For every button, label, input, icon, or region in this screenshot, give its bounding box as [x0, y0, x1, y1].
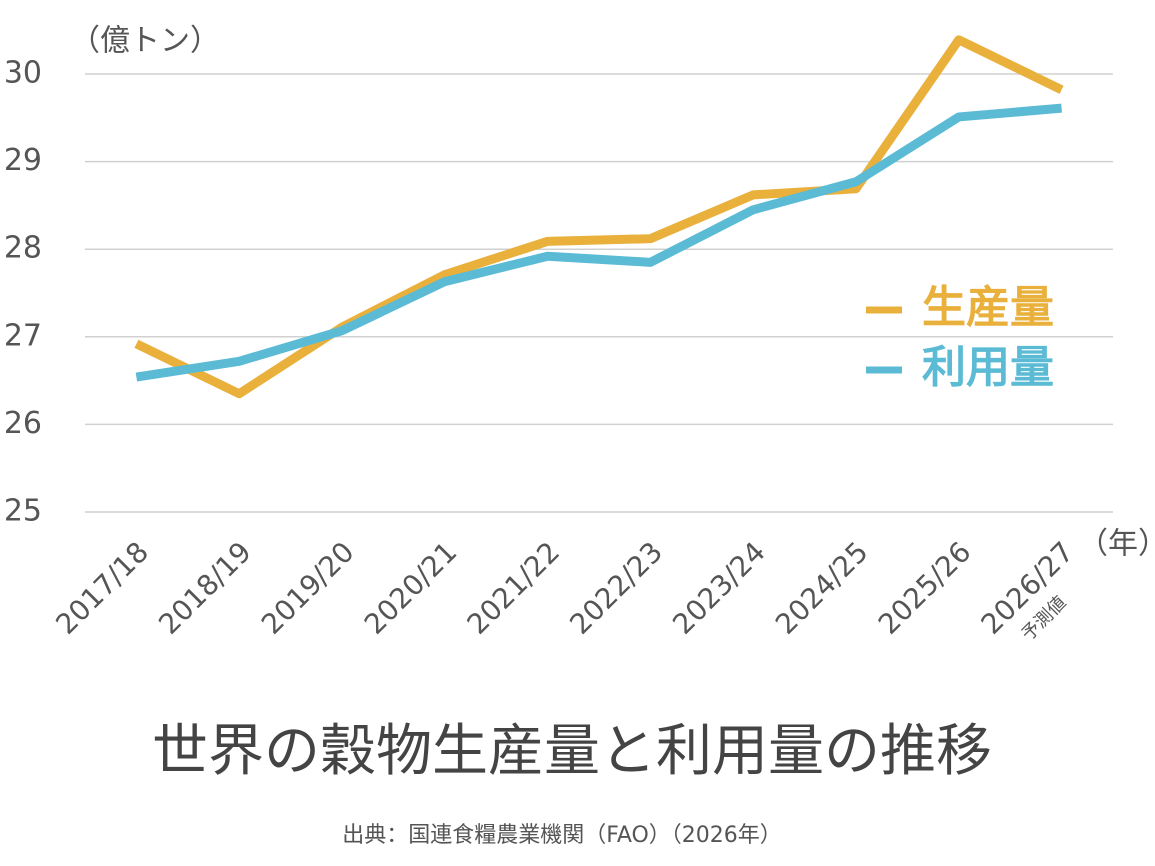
- y-tick-label: 30: [4, 56, 42, 91]
- y-axis-label: （億トン）: [70, 24, 220, 59]
- x-tick-label: 2020/21: [358, 535, 464, 641]
- x-tick-label: 2017/18: [49, 535, 155, 641]
- x-tick-label: 2023/24: [666, 535, 772, 641]
- y-tick-label: 26: [4, 406, 42, 441]
- y-tick-label: 28: [4, 231, 42, 266]
- legend-label: 生産量: [922, 282, 1054, 333]
- y-tick-label: 27: [4, 318, 42, 353]
- x-tick-label: 2025/26: [872, 535, 978, 641]
- x-tick-label: 2022/23: [563, 535, 669, 641]
- x-tick-label: 2024/25: [769, 535, 875, 641]
- series-line: [134, 35, 1064, 399]
- y-tick-label: 25: [4, 494, 42, 529]
- x-tick-label: 2019/20: [255, 535, 361, 641]
- source: 出典：国連食糧農業機関（FAO）（2026年）: [342, 823, 782, 848]
- x-axis-label: （年）: [1078, 527, 1155, 562]
- series-line: [135, 103, 1062, 382]
- legend-label: 利用量: [922, 342, 1054, 393]
- x-tick-label: 2018/19: [152, 535, 258, 641]
- x-tick-label: 2021/22: [461, 535, 567, 641]
- chart-title: 世界の穀物生産量と利用量の推移: [152, 719, 992, 784]
- y-tick-label: 29: [4, 143, 42, 178]
